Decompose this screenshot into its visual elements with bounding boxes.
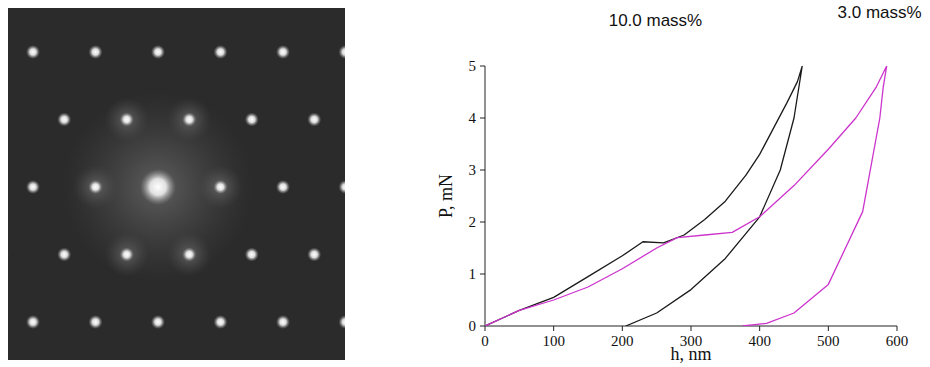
figure: 0100200300400500600012345h, nmP, mN10.0 … <box>0 0 930 367</box>
load-curve <box>485 66 802 326</box>
diffraction-spot <box>8 113 9 127</box>
spot-halo <box>105 98 149 142</box>
y-axis-line <box>485 66 486 326</box>
y-tick <box>480 66 485 67</box>
series-label: 10.0 mass% <box>609 11 703 30</box>
diffraction-spot <box>8 248 9 262</box>
y-tick <box>480 222 485 223</box>
diffraction-spot <box>307 248 321 262</box>
x-tick-label: 200 <box>611 333 634 349</box>
diffraction-spot <box>151 45 165 59</box>
x-tick <box>691 326 692 331</box>
x-tick <box>622 326 623 331</box>
y-tick-label: 5 <box>469 58 477 74</box>
diffraction-spot <box>245 113 259 127</box>
x-tick <box>897 326 898 331</box>
diffraction-spot <box>276 315 290 329</box>
y-tick-label: 2 <box>469 214 477 230</box>
central-halo <box>63 92 253 282</box>
series-labels: 10.0 mass% 3.0 mass% <box>609 3 922 30</box>
y-tick <box>480 274 485 275</box>
diffraction-spot <box>89 45 103 59</box>
diffraction-spot <box>214 315 228 329</box>
y-axis-title: P, mN <box>436 174 456 218</box>
diffraction-spot <box>245 248 259 262</box>
x-tick-label: 600 <box>886 333 909 349</box>
x-tick <box>828 326 829 331</box>
diffraction-spot <box>339 45 346 59</box>
spot-halo <box>167 98 211 142</box>
y-tick <box>480 118 485 119</box>
diffraction-spot <box>89 180 103 194</box>
spot-halo <box>199 165 243 209</box>
x-tick-label: 500 <box>817 333 840 349</box>
x-tick-label: 100 <box>542 333 565 349</box>
diffraction-spot <box>307 113 321 127</box>
diffraction-spot <box>276 180 290 194</box>
spot-halo <box>105 233 149 277</box>
load-curve <box>485 66 887 326</box>
diffraction-spot <box>339 315 346 329</box>
y-tick <box>480 326 485 327</box>
x-tick <box>553 326 554 331</box>
x-tick-label: 0 <box>481 333 489 349</box>
x-tick <box>759 326 760 331</box>
y-tick <box>480 170 485 171</box>
central-spot <box>140 169 176 205</box>
diffraction-spot <box>214 45 228 59</box>
diffraction-spot <box>214 180 228 194</box>
spot-halo <box>74 165 118 209</box>
y-tick-label: 0 <box>469 318 477 334</box>
diffraction-spot <box>339 180 346 194</box>
diffraction-spot <box>57 248 71 262</box>
spot-halo <box>167 233 211 277</box>
y-tick-label: 3 <box>469 162 477 178</box>
diffraction-spot <box>151 315 165 329</box>
diffraction-spot <box>182 248 196 262</box>
diffraction-spot <box>57 113 71 127</box>
diffraction-spot <box>26 180 40 194</box>
y-tick-label: 1 <box>469 266 477 282</box>
axes: 0100200300400500600012345h, nmP, mN <box>436 58 908 364</box>
x-tick <box>485 326 486 331</box>
y-tick-label: 4 <box>469 110 477 126</box>
plot-area <box>485 66 887 326</box>
diffraction-spot <box>89 315 103 329</box>
diffraction-spot <box>120 248 134 262</box>
x-tick-label: 400 <box>748 333 771 349</box>
diffraction-pattern <box>8 8 345 360</box>
image-background <box>8 8 345 360</box>
diffraction-spot <box>182 113 196 127</box>
diffraction-spot <box>26 45 40 59</box>
diffraction-spot <box>26 315 40 329</box>
series-label: 3.0 mass% <box>838 3 922 22</box>
diffraction-spot <box>120 113 134 127</box>
diffraction-spot <box>276 45 290 59</box>
x-axis-title: h, nm <box>670 344 711 364</box>
